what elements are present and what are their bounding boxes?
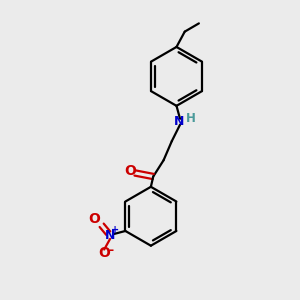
Text: -: - bbox=[108, 244, 113, 256]
Text: H: H bbox=[185, 112, 195, 125]
Text: O: O bbox=[88, 212, 101, 226]
Text: O: O bbox=[124, 164, 136, 178]
Text: N: N bbox=[174, 115, 184, 128]
Text: +: + bbox=[111, 225, 119, 236]
Text: N: N bbox=[105, 229, 115, 242]
Text: O: O bbox=[98, 246, 110, 260]
